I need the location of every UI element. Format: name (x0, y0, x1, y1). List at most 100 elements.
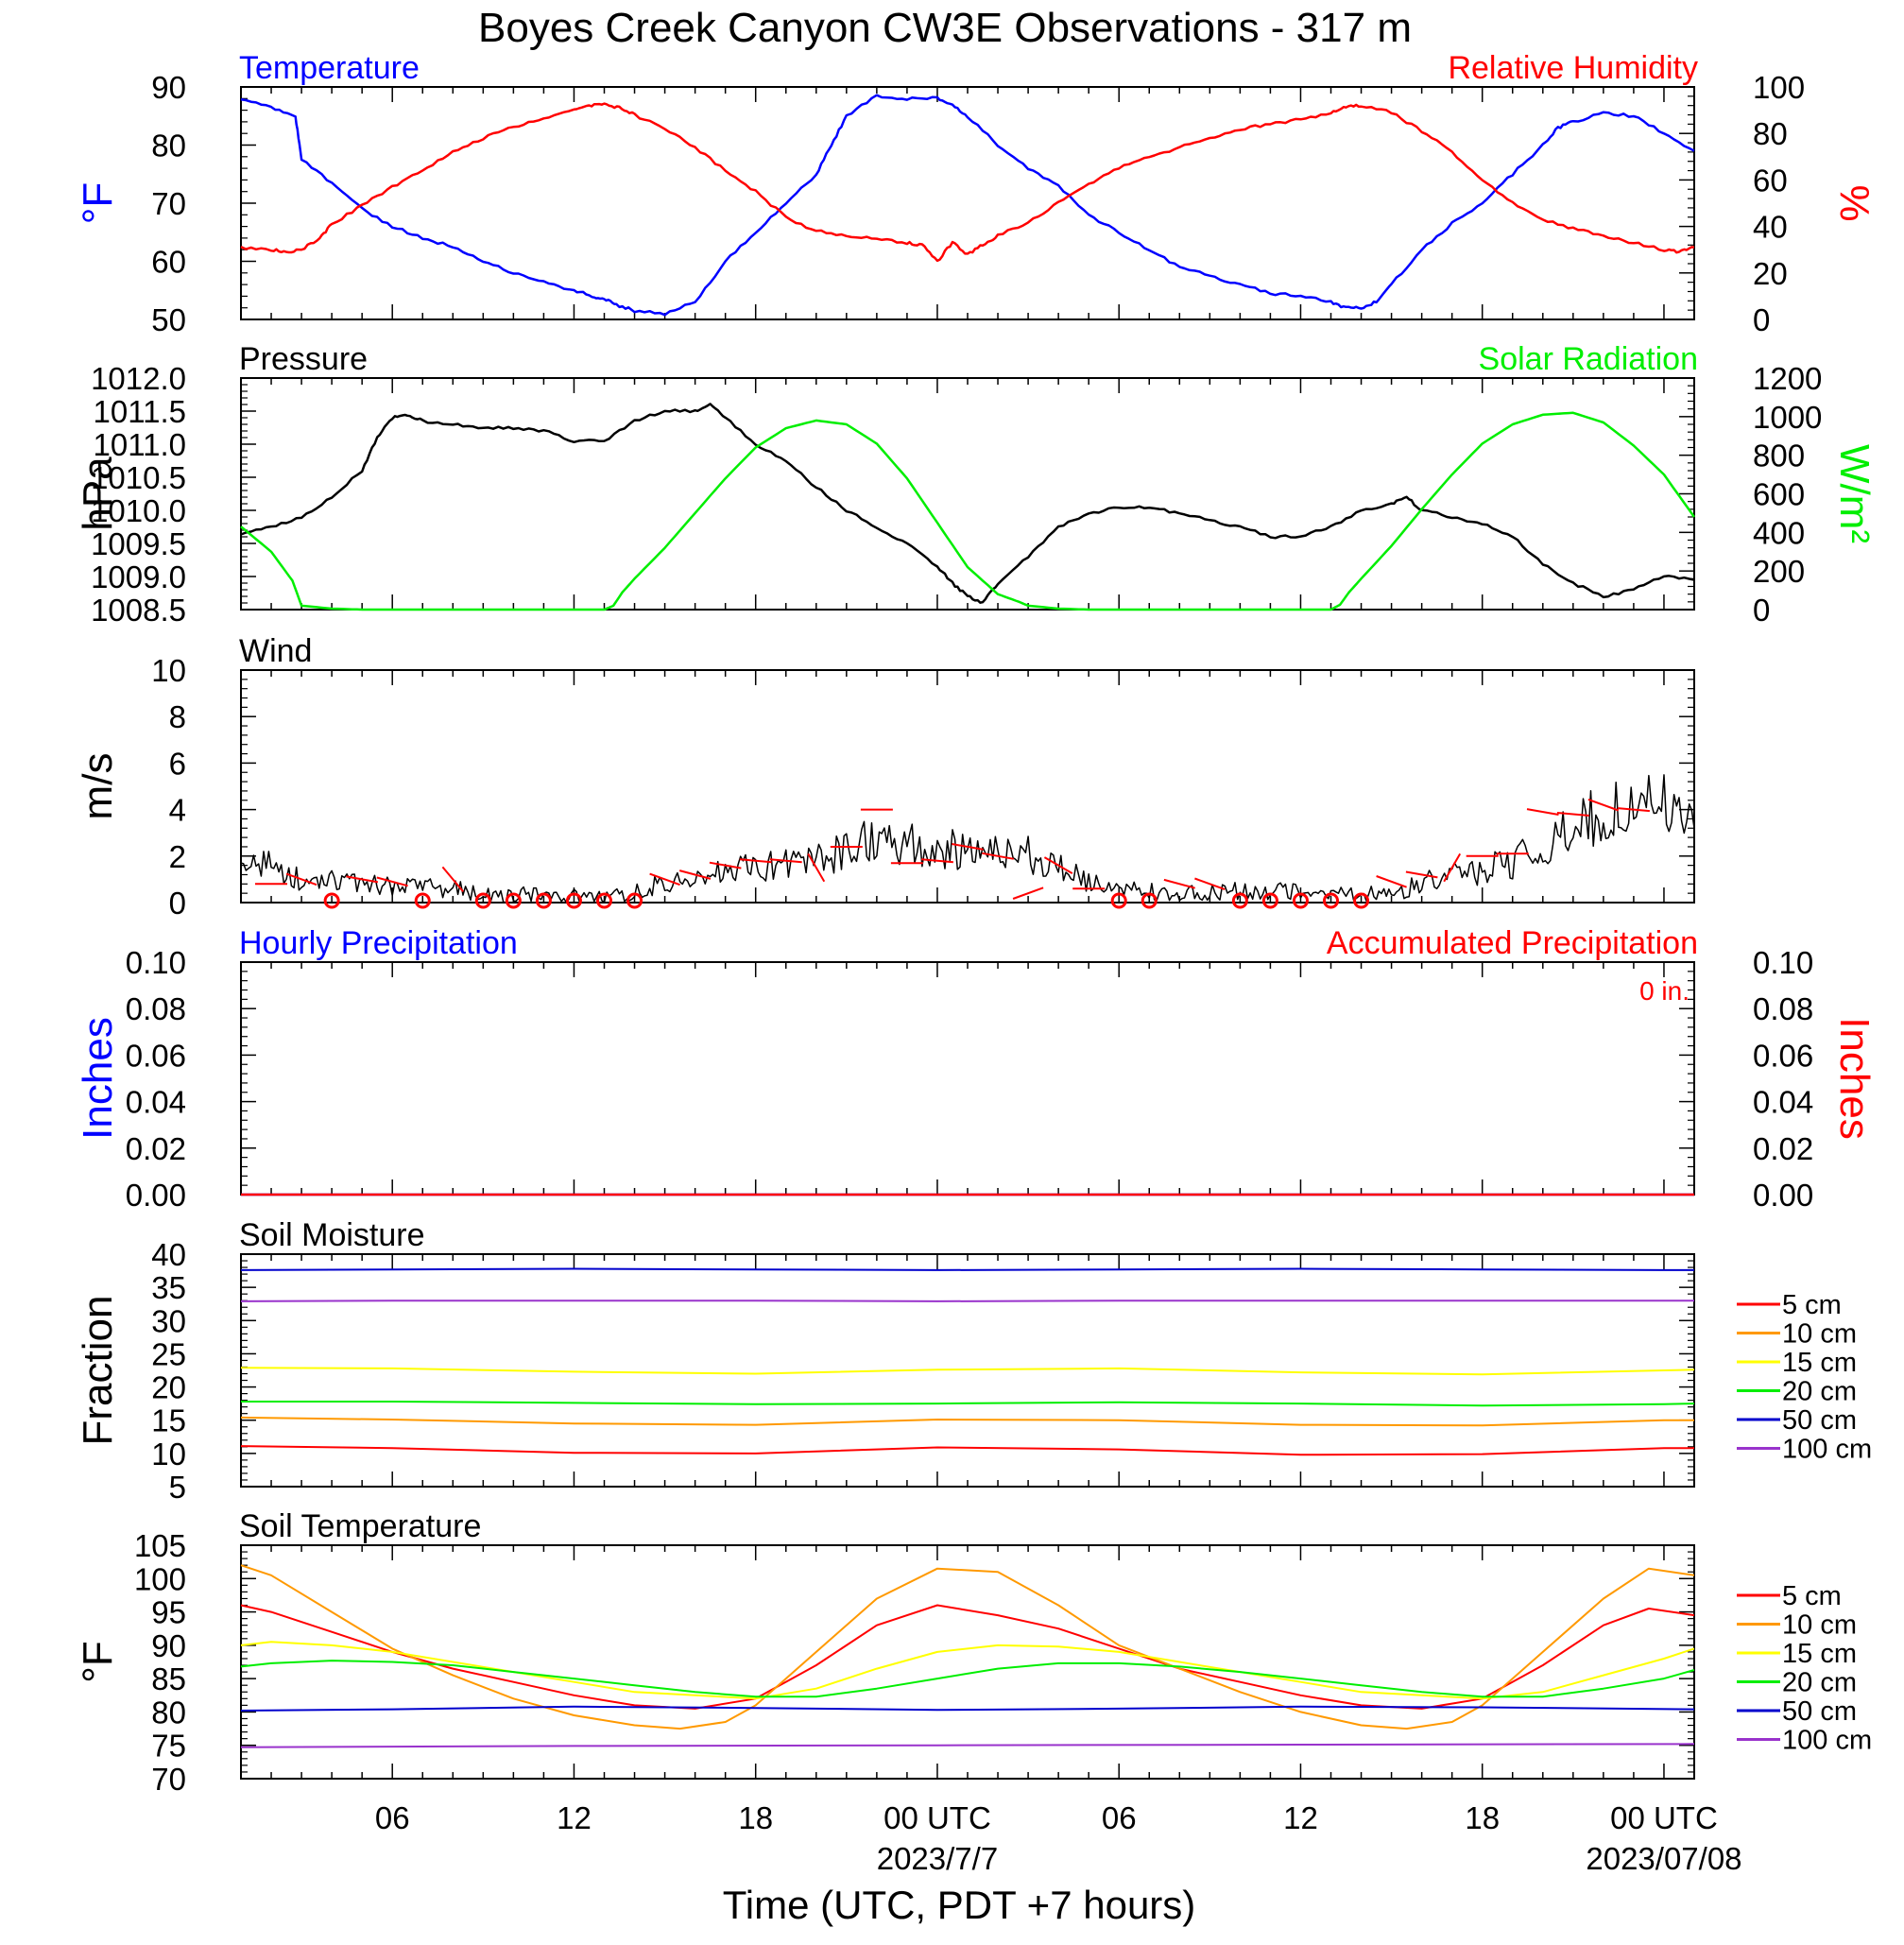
x-tick-label: 12 (557, 1800, 592, 1835)
y-tick-label: 95 (151, 1595, 186, 1630)
wind-barb (1164, 880, 1195, 888)
x-date-label: 2023/7/7 (877, 1841, 998, 1876)
y-tick-label: 85 (151, 1661, 186, 1696)
y-tick-label-right: 800 (1753, 439, 1805, 473)
legend-label-50-cm: 50 cm (1782, 1696, 1857, 1727)
y-tick-label: 10 (151, 653, 186, 688)
y-tick-label: 0.04 (126, 1085, 186, 1120)
panel-title-left: Soil Temperature (239, 1508, 481, 1544)
wind-barb (679, 870, 711, 879)
legend-label-100-cm: 100 cm (1782, 1726, 1872, 1756)
wind-barb (1194, 879, 1225, 890)
panel-title-right: Solar Radiation (1479, 341, 1698, 377)
panel-title-left: Pressure (239, 341, 368, 377)
wind-barb (377, 878, 408, 886)
y-tick-label: 105 (134, 1528, 186, 1563)
series-5-cm (241, 1446, 1694, 1454)
panel-soil-temperature: 105100959085807570Soil Temperature°F5 cm… (75, 1508, 1872, 1797)
y-tick-label: 75 (151, 1729, 186, 1764)
legend-label-20-cm: 20 cm (1782, 1668, 1857, 1698)
y-tick-label: 50 (151, 302, 186, 337)
y-tick-label: 4 (169, 793, 186, 828)
y-tick-label: 0.00 (126, 1178, 186, 1213)
y-tick-label: 2 (169, 839, 186, 874)
legend-label-10-cm: 10 cm (1782, 1610, 1857, 1641)
y-tick-label-right: 1000 (1753, 400, 1822, 435)
series-20-cm (241, 1402, 1694, 1405)
y-tick-label: 40 (151, 1237, 186, 1272)
wind-barb (1618, 808, 1650, 811)
series-temperature (241, 95, 1694, 316)
wind-barb (770, 859, 802, 862)
series-100-cm (241, 1744, 1694, 1747)
y-tick-label-right: 1200 (1753, 361, 1822, 396)
series-solar-radiation (241, 413, 1694, 610)
precip-total-annotation: 0 in. (1639, 976, 1690, 1006)
series-relative-humidity (241, 104, 1694, 261)
y-axis-label-left: Fraction (75, 1296, 121, 1446)
y-tick-label: 1012.0 (91, 361, 186, 396)
y-tick-label-right: 40 (1753, 210, 1788, 245)
y-tick-label-right: 20 (1753, 256, 1788, 291)
y-tick-label: 80 (151, 1695, 186, 1730)
y-tick-label-right: 0.10 (1753, 945, 1813, 980)
series-5-cm (241, 1606, 1694, 1709)
y-tick-label: 30 (151, 1303, 186, 1338)
series-10-cm (241, 1418, 1694, 1425)
x-tick-label: 00 UTC (1610, 1800, 1718, 1835)
y-tick-label: 80 (151, 129, 186, 164)
y-tick-label: 0 (169, 886, 186, 921)
y-tick-label: 10 (151, 1437, 186, 1472)
y-axis-label-left: hPa (75, 456, 121, 531)
series-pressure (241, 404, 1694, 602)
x-tick-label: 18 (738, 1800, 773, 1835)
y-axis-label-right: Inches (1831, 1017, 1878, 1140)
legend-label-100-cm: 100 cm (1782, 1435, 1872, 1465)
y-tick-label: 70 (151, 186, 186, 221)
legend-label-20-cm: 20 cm (1782, 1377, 1857, 1407)
y-tick-label-right: 100 (1753, 70, 1805, 105)
panel-precipitation: 0.100.080.060.040.020.000.100.080.060.04… (75, 925, 1878, 1213)
y-tick-label: 5 (169, 1470, 186, 1505)
y-tick-label: 0.10 (126, 945, 186, 980)
x-date-label: 2023/07/08 (1586, 1841, 1741, 1876)
chart-panels: 9080706050100806040200Temperature Relativ… (75, 50, 1878, 1797)
y-tick-label: 0.08 (126, 991, 186, 1026)
panel-title-left: Temperature (239, 50, 420, 86)
series-wind (241, 775, 1694, 903)
y-tick-label: 6 (169, 746, 186, 781)
y-tick-label: 35 (151, 1270, 186, 1305)
panel-title-left: Wind (239, 633, 312, 669)
x-axis: 06 12 18 00 UTC 06 12 18 00 UTC2023/7/7 2023/07/… (375, 1800, 1742, 1876)
x-tick-label: 12 (1283, 1800, 1318, 1835)
y-axis-label-left: °F (75, 1641, 121, 1682)
legend-label-15-cm: 15 cm (1782, 1639, 1857, 1669)
y-tick-label-right: 200 (1753, 554, 1805, 589)
y-axis-label-right: W/m² (1831, 444, 1878, 543)
y-tick-label-right: 0.00 (1753, 1178, 1813, 1213)
y-tick-label: 90 (151, 1628, 186, 1663)
wind-barb (1527, 809, 1559, 815)
panel-title-left: Soil Moisture (239, 1217, 425, 1253)
y-tick-label: 0.02 (126, 1131, 186, 1166)
y-tick-label-right: 0.06 (1753, 1038, 1813, 1073)
y-tick-label: 0.06 (126, 1038, 186, 1073)
panel-title-right: Relative Humidity (1448, 50, 1698, 86)
y-tick-label-right: 0 (1753, 302, 1770, 337)
y-tick-label: 20 (151, 1370, 186, 1405)
series-50-cm (241, 1269, 1694, 1270)
chart-title: Boyes Creek Canyon CW3E Observations - 3… (478, 5, 1412, 51)
y-tick-label: 60 (151, 245, 186, 280)
panel-frame (241, 378, 1694, 610)
y-tick-label-right: 80 (1753, 116, 1788, 151)
wind-barb (1588, 800, 1619, 811)
y-tick-label: 100 (134, 1561, 186, 1596)
y-axis-label-left: Inches (75, 1017, 121, 1140)
y-tick-label-right: 0 (1753, 593, 1770, 628)
panel-pressure-solar: 1012.01011.51011.01010.51010.01009.51009… (75, 341, 1878, 628)
legend-label-15-cm: 15 cm (1782, 1348, 1857, 1378)
y-tick-label: 15 (151, 1403, 186, 1438)
y-tick-label: 8 (169, 699, 186, 734)
y-axis-label-left: m/s (75, 753, 121, 820)
y-tick-label: 1009.0 (91, 559, 186, 594)
